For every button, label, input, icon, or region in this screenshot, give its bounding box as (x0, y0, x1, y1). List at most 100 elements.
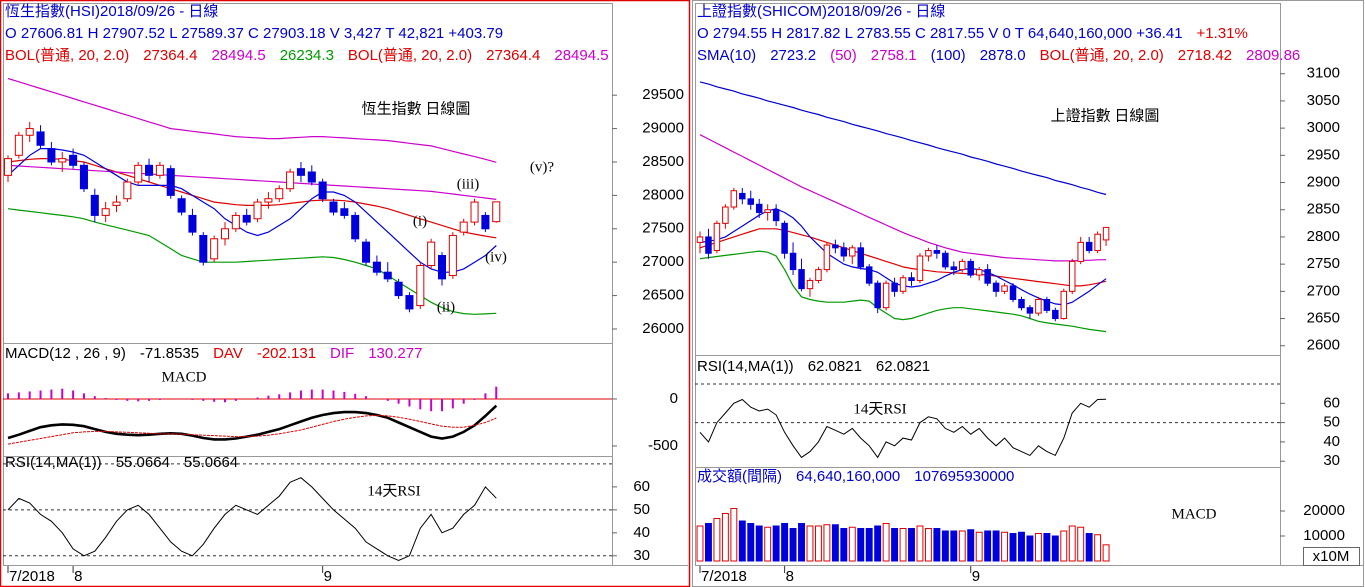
candle-body (264, 198, 273, 203)
candle-body (362, 241, 371, 263)
candle-body (1068, 260, 1076, 292)
volume-bar (975, 531, 983, 562)
volume-bar (857, 528, 865, 562)
volume-bar (958, 530, 966, 562)
volume-bar (874, 525, 882, 562)
indicator-line (7, 414, 497, 445)
y-tick-label: 40 (1323, 433, 1340, 450)
indicator-line (699, 250, 1107, 333)
candle-body (815, 269, 822, 281)
indicator-line (7, 158, 497, 239)
volume-bar (1009, 533, 1017, 562)
volume-bar (924, 528, 932, 562)
candle-body (242, 214, 251, 223)
volume-bar (1085, 533, 1093, 562)
indicator-line (699, 228, 1107, 287)
candle-body (296, 168, 305, 176)
volume-bar (730, 508, 738, 562)
header-text: +1.31% (1196, 25, 1248, 42)
indicator-line (699, 81, 1107, 196)
volume-bar (1094, 534, 1102, 562)
candle-body (781, 222, 788, 254)
candle-body (1060, 290, 1068, 320)
header-text: RSI(14,MA(1)) (5, 454, 102, 471)
candle-body (730, 190, 738, 208)
panel-header: 上證指數(SHICOM)2018/09/26 - 日線 O 2794.55 H 2… (697, 1, 1363, 67)
header-text: 恆生指數(HSI)2018/09/26 - 日線 (5, 3, 219, 20)
volume-bar (899, 528, 907, 562)
candle-body (789, 252, 797, 271)
left-panel-border (0, 0, 691, 587)
x-tick-label: 9 (972, 568, 980, 585)
header-text: 2878.0 (979, 47, 1026, 64)
candle-body (112, 201, 121, 206)
panel-header: MACD(12 , 26 , 9) -71.8535 DAV -202.131 DIF 1… (5, 343, 610, 365)
candle-body (188, 214, 197, 233)
candle-body (372, 261, 381, 273)
candle-body (1001, 285, 1008, 292)
candle-body (199, 234, 208, 263)
volume-bar (1077, 526, 1085, 562)
volume-bar (1051, 535, 1059, 562)
indicator-line (7, 208, 497, 315)
header-text: 130.277 (368, 345, 423, 362)
panel-header: 成交額(間隔) 64,640,160,000 107695930000 (697, 466, 1277, 488)
candle-body (253, 201, 262, 220)
y-tick-label: 30 (633, 547, 650, 564)
candle-body (705, 236, 712, 254)
candle-body (351, 214, 360, 240)
candle-body (36, 131, 45, 146)
header-text: 55.0664 (115, 454, 170, 471)
volume-bar (1026, 535, 1034, 562)
y-tick-label: 0 (670, 390, 678, 407)
volume-bar (908, 528, 915, 562)
volume-bar (865, 528, 873, 562)
candle-body (857, 247, 864, 268)
header-text: DAV (213, 345, 243, 362)
candle-body (329, 201, 338, 213)
header-text: 62.0821 (807, 358, 862, 375)
candle-body (739, 192, 746, 200)
volume-bar (1102, 544, 1110, 562)
y-tick-label: 3050 (1307, 92, 1340, 109)
y-tick-label: 50 (633, 501, 650, 518)
volume-bar (950, 530, 958, 562)
header-text: MACD(12 , 26 , 9) (5, 345, 126, 362)
header-text: DIF (330, 345, 355, 362)
candle-body (849, 247, 856, 257)
candle-body (798, 269, 805, 290)
indicator-line (7, 148, 497, 273)
header-text: 26234.3 (279, 47, 334, 64)
candle-body (437, 254, 447, 280)
volume-bar (789, 528, 797, 562)
header-text: O 2794.55 H 2817.82 L 2783.55 C 2817.55 … (697, 25, 1183, 42)
volume-bar (1068, 525, 1076, 562)
y-tick-label: 2600 (1307, 337, 1340, 354)
candle-body (145, 164, 154, 176)
candle-body (933, 250, 941, 254)
volume-bar (1043, 533, 1051, 562)
volume-bar (831, 524, 839, 562)
candle-body (959, 260, 966, 271)
y-tick-label: 2800 (1307, 228, 1340, 245)
y-tick-label: 27500 (642, 220, 684, 237)
header-line: 恆生指數(HSI)2018/09/26 - 日線 (5, 1, 687, 23)
indicator-line (7, 77, 497, 163)
y-tick-label: 29000 (642, 120, 684, 137)
wave-label: (iv) (485, 249, 507, 265)
candle-body (177, 198, 186, 213)
y-tick-label: 29500 (642, 86, 684, 103)
candle-body (832, 244, 839, 249)
candle-body (1009, 285, 1017, 301)
plot-area (3, 386, 612, 445)
candle-body (992, 282, 1000, 292)
header-text: 55.0664 (183, 454, 239, 471)
header-text: BOL(普通, 20, 2.0) (1039, 47, 1164, 64)
candle-body (925, 250, 932, 257)
header-text: 64,640,160,000 (796, 468, 901, 485)
volume-bar (1060, 530, 1068, 562)
candle-body (747, 198, 755, 205)
panel-title: 14天RSI (367, 483, 420, 499)
volume-bar (1034, 533, 1042, 562)
